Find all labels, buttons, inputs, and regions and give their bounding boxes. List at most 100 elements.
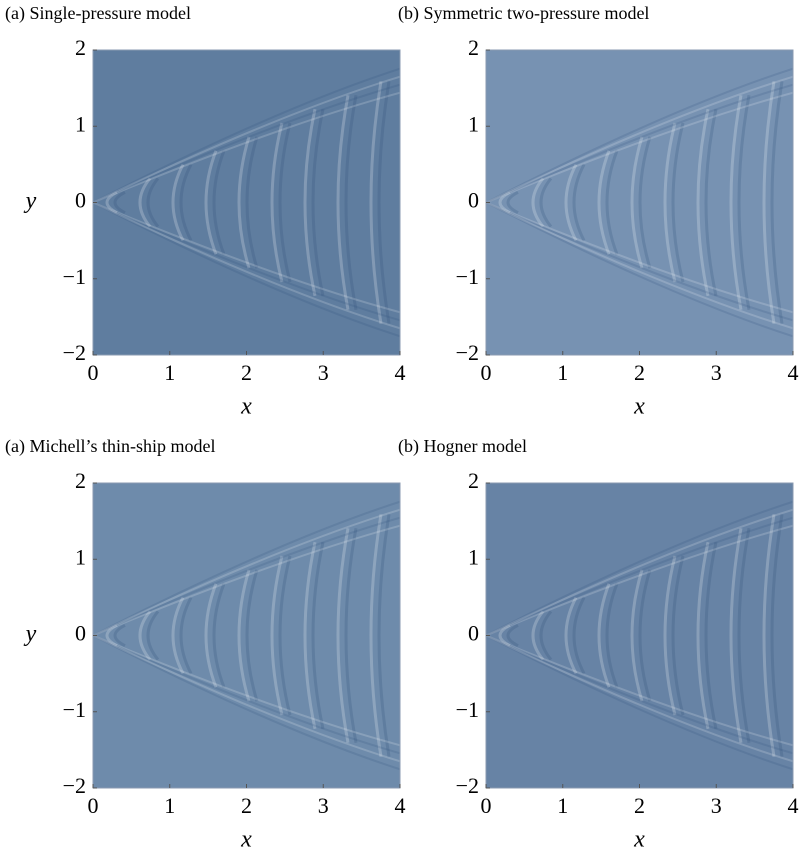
wake-crest <box>245 569 259 702</box>
wake-crest <box>336 528 350 743</box>
wake-arm <box>93 634 400 771</box>
wake-crest <box>336 95 350 310</box>
x-axis-label: x <box>240 394 252 420</box>
wake-arm <box>486 634 793 763</box>
wake-crest <box>564 596 578 675</box>
wake-crest <box>498 623 511 648</box>
x-tick-label: 4 <box>788 360 799 385</box>
x-tick-label: 1 <box>557 360 568 385</box>
y-tick-label: 0 <box>468 621 479 646</box>
wake-crest <box>113 623 126 648</box>
y-tick-label: −2 <box>63 773 86 798</box>
x-axis-label: x <box>633 827 645 853</box>
wake-arm <box>93 201 400 338</box>
x-axis-label: x <box>633 394 645 420</box>
y-tick-label: −2 <box>456 773 479 798</box>
x-tick-label: 0 <box>88 793 99 818</box>
y-tick-label: 2 <box>75 35 86 60</box>
wake-crest <box>212 150 226 255</box>
wake-arm <box>486 201 793 314</box>
y-tick-label: 2 <box>468 35 479 60</box>
wake-arm <box>486 500 793 637</box>
wake-crest <box>498 190 511 215</box>
x-tick-label: 3 <box>318 360 329 385</box>
wake-crest <box>204 150 218 255</box>
wake-arm <box>93 516 400 637</box>
y-tick-label: −1 <box>63 264 86 289</box>
heatmap-field <box>486 50 793 355</box>
chart-title: (b) Hogner model <box>398 436 527 457</box>
y-tick-label: 2 <box>468 468 479 493</box>
wake-crest <box>105 190 118 215</box>
wake-arm <box>93 75 400 204</box>
chart-title: (a) Single-pressure model <box>5 3 191 24</box>
x-tick-label: 2 <box>634 793 645 818</box>
wake-arm <box>93 634 400 755</box>
wake-arm <box>93 201 400 330</box>
wake-arm <box>486 91 793 204</box>
wake-crest <box>377 514 391 757</box>
wake-pattern <box>93 500 400 771</box>
wake-crest <box>605 583 619 688</box>
wake-crest <box>671 122 685 283</box>
wake-crest <box>270 122 284 283</box>
x-tick-label: 0 <box>88 360 99 385</box>
y-tick-label: 1 <box>468 544 479 569</box>
wake-arm <box>486 67 793 204</box>
wake-crest <box>344 528 358 743</box>
chart-title: (b) Symmetric two-pressure model <box>398 3 649 24</box>
wake-crest <box>278 122 292 283</box>
chart-title: (a) Michell’s thin-ship model <box>5 436 215 457</box>
heatmap-field <box>93 483 400 788</box>
x-tick-label: 3 <box>711 360 722 385</box>
wake-crest <box>237 569 251 702</box>
y-tick-label: 2 <box>75 468 86 493</box>
wake-crest <box>762 81 776 324</box>
wake-crest <box>770 81 784 324</box>
wake-crest <box>638 569 652 702</box>
wake-crest <box>171 596 185 675</box>
wake-crest <box>270 555 284 716</box>
wake-crest <box>506 623 519 648</box>
y-tick-label: 1 <box>75 111 86 136</box>
wake-crest <box>564 163 578 242</box>
wake-crest <box>737 95 751 310</box>
x-tick-label: 2 <box>634 360 645 385</box>
x-tick-label: 3 <box>318 793 329 818</box>
x-tick-label: 4 <box>395 360 406 385</box>
wake-crest <box>369 514 383 757</box>
wake-crest <box>638 136 652 269</box>
wake-crest <box>770 514 784 757</box>
wake-crest <box>762 514 776 757</box>
wake-arm <box>93 500 400 637</box>
wake-arm <box>486 508 793 637</box>
x-tick-label: 3 <box>711 793 722 818</box>
wake-arm <box>93 634 400 763</box>
wake-crest <box>237 136 251 269</box>
x-tick-label: 2 <box>241 793 252 818</box>
wake-crest <box>671 555 685 716</box>
wake-arm <box>93 201 400 322</box>
wake-crest <box>303 108 317 297</box>
wake-crest <box>663 555 677 716</box>
wake-crest <box>597 583 611 688</box>
wake-crest <box>572 596 586 675</box>
wake-crest <box>704 108 718 297</box>
wake-crest <box>630 136 644 269</box>
x-tick-label: 2 <box>241 360 252 385</box>
y-tick-label: −1 <box>456 697 479 722</box>
y-tick-label: −1 <box>456 264 479 289</box>
x-axis-label: x <box>240 827 252 853</box>
wake-arm <box>486 634 793 771</box>
wake-pattern <box>486 67 793 338</box>
wake-pattern <box>93 67 400 338</box>
heatmap-field <box>486 483 793 788</box>
x-tick-label: 0 <box>481 360 492 385</box>
wake-crest <box>605 150 619 255</box>
wake-crest <box>146 177 160 228</box>
wake-crest <box>245 136 259 269</box>
wake-arm <box>486 516 793 637</box>
wake-crest <box>506 190 519 215</box>
wake-crest <box>531 177 545 228</box>
